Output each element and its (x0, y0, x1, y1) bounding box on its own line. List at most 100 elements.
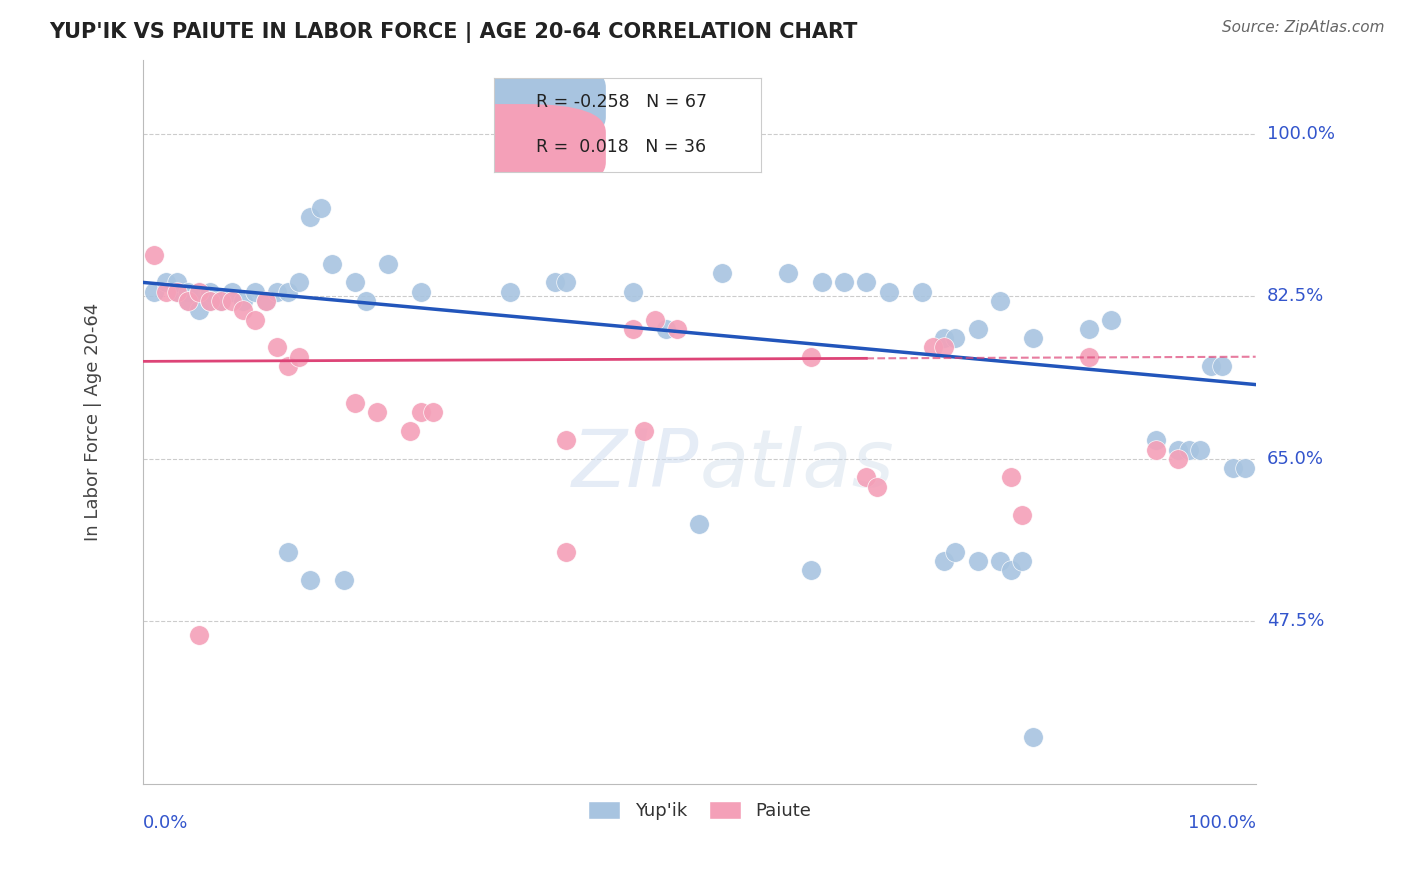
Point (1011, 554, 1033, 568)
Point (311, 201, 333, 215)
Point (198, 285, 221, 299)
Point (288, 276, 311, 290)
Point (166, 285, 188, 299)
Point (778, 266, 800, 280)
Point (1144, 442, 1167, 457)
Point (555, 276, 578, 290)
Point (243, 312, 266, 326)
Text: 47.5%: 47.5% (1267, 612, 1324, 631)
Point (1144, 434, 1167, 448)
Point (943, 545, 966, 559)
Legend: Yup'ik, Paiute: Yup'ik, Paiute (579, 792, 820, 830)
Point (966, 322, 988, 336)
Point (177, 293, 200, 308)
Point (188, 628, 211, 642)
Point (832, 276, 855, 290)
Point (254, 293, 277, 308)
Point (155, 276, 177, 290)
Point (555, 545, 578, 559)
Point (966, 554, 988, 568)
Point (188, 303, 211, 318)
Text: 65.0%: 65.0% (1267, 450, 1324, 468)
Point (155, 285, 177, 299)
Point (166, 276, 188, 290)
Point (1199, 359, 1222, 373)
Point (177, 285, 200, 299)
Point (209, 293, 232, 308)
Point (299, 573, 322, 587)
Point (1099, 312, 1122, 326)
Point (1233, 461, 1256, 475)
Point (209, 293, 232, 308)
Point (1189, 442, 1212, 457)
Text: ZIP: ZIP (572, 426, 700, 504)
Point (277, 359, 299, 373)
Point (277, 285, 299, 299)
Point (366, 405, 388, 419)
Point (655, 322, 678, 336)
Text: 100.0%: 100.0% (1267, 125, 1334, 143)
Point (343, 396, 366, 410)
Point (855, 470, 877, 484)
Point (922, 341, 945, 355)
Point (143, 285, 166, 299)
Text: atlas: atlas (700, 426, 894, 504)
Text: YUP'IK VS PAIUTE IN LABOR FORCE | AGE 20-64 CORRELATION CHART: YUP'IK VS PAIUTE IN LABOR FORCE | AGE 20… (49, 22, 858, 44)
Point (943, 331, 966, 345)
Point (911, 285, 934, 299)
Point (321, 257, 343, 271)
Point (232, 293, 254, 308)
Point (277, 545, 299, 559)
Point (934, 331, 956, 345)
Point (621, 322, 644, 336)
Text: 82.5%: 82.5% (1267, 287, 1324, 305)
Point (689, 516, 711, 531)
Point (544, 276, 567, 290)
Point (1222, 461, 1244, 475)
Point (411, 285, 433, 299)
Point (934, 341, 956, 355)
Point (1022, 731, 1045, 745)
Point (710, 266, 733, 280)
Point (411, 405, 433, 419)
Point (866, 480, 889, 494)
Point (198, 293, 221, 308)
Point (555, 434, 578, 448)
Point (422, 405, 444, 419)
Point (243, 285, 266, 299)
Point (354, 293, 377, 308)
Point (988, 554, 1011, 568)
Point (1000, 470, 1022, 484)
Point (499, 285, 522, 299)
Point (644, 312, 666, 326)
Point (1022, 331, 1045, 345)
Point (343, 276, 366, 290)
Point (1011, 508, 1033, 522)
Point (1077, 350, 1099, 364)
Point (299, 211, 322, 225)
Point (221, 285, 243, 299)
Point (877, 285, 900, 299)
Point (143, 247, 166, 261)
Point (800, 350, 823, 364)
Point (377, 257, 399, 271)
Point (198, 293, 221, 308)
Point (232, 303, 254, 318)
Point (621, 285, 644, 299)
Point (332, 573, 354, 587)
Text: 100.0%: 100.0% (1188, 814, 1256, 832)
Point (1178, 442, 1201, 457)
Point (1167, 451, 1189, 466)
Point (934, 554, 956, 568)
Point (177, 293, 200, 308)
Point (1211, 359, 1233, 373)
Point (188, 285, 211, 299)
Point (1077, 322, 1099, 336)
Point (288, 350, 311, 364)
Point (1000, 563, 1022, 577)
Point (800, 563, 823, 577)
Point (266, 285, 288, 299)
Text: 0.0%: 0.0% (143, 814, 188, 832)
Point (633, 424, 655, 438)
Point (254, 293, 277, 308)
